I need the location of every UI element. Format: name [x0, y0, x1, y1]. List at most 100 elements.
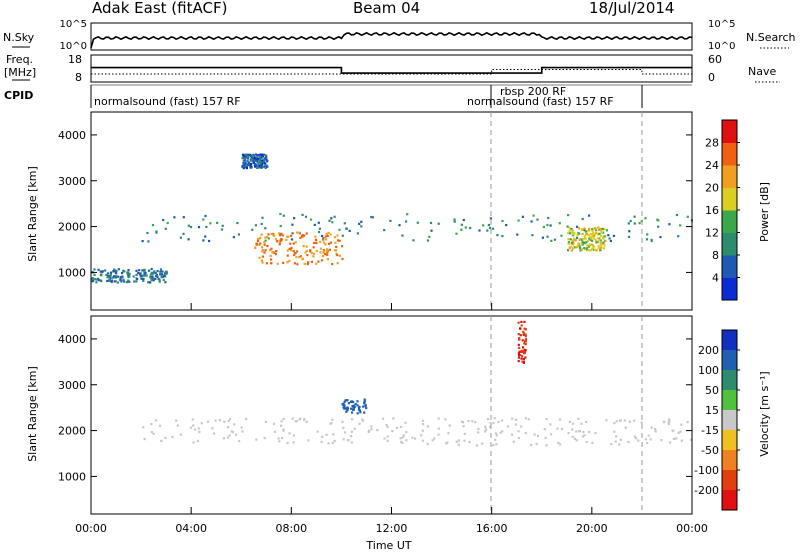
echo-cell — [256, 159, 259, 162]
echo-cell — [361, 419, 365, 422]
echo-cell — [255, 242, 258, 245]
echo-cell — [467, 419, 470, 423]
echo-cell — [263, 165, 266, 168]
echo-cell — [463, 432, 466, 435]
echo-cell — [106, 276, 109, 279]
echo-cell — [154, 419, 158, 422]
echo-cell — [364, 403, 367, 406]
echo-cell — [567, 214, 570, 217]
echo-cell — [382, 417, 385, 420]
echo-cell — [362, 405, 365, 408]
echo-cell — [351, 404, 354, 408]
echo-cell — [603, 239, 607, 242]
colorbar-swatch — [722, 390, 737, 411]
echo-cell — [524, 356, 527, 359]
echo-cell — [279, 224, 282, 228]
range-tick-label: 4000 — [58, 129, 86, 142]
cpid-mode-2: rbsp 200 RF — [500, 85, 566, 98]
echo-cell — [216, 221, 219, 224]
echo-cell — [597, 244, 600, 247]
echo-cell — [679, 224, 682, 227]
colorbar-tick-label: 50 — [705, 384, 719, 397]
echo-cell — [433, 437, 436, 440]
echo-cell — [141, 269, 144, 272]
echo-cell — [579, 249, 582, 252]
echo-cell — [477, 431, 480, 434]
echo-cell — [605, 229, 608, 232]
echo-cell — [523, 342, 526, 345]
echo-cell — [399, 437, 402, 440]
echo-cell — [571, 229, 574, 232]
echo-cell — [545, 444, 548, 447]
echo-cell — [160, 439, 163, 442]
echo-cell — [500, 419, 504, 422]
echo-cell — [109, 275, 112, 278]
echo-cell — [253, 163, 256, 166]
echo-cell — [306, 263, 309, 266]
echo-cell — [401, 234, 404, 237]
echo-cell — [128, 280, 131, 283]
echo-cell — [179, 433, 182, 436]
echo-cell — [462, 425, 465, 428]
echo-cell — [249, 163, 253, 166]
echo-cell — [317, 230, 321, 234]
echo-cell — [97, 279, 101, 282]
echo-cell — [598, 232, 601, 235]
echo-cell — [143, 268, 146, 271]
echo-cell — [221, 224, 224, 227]
echo-cell — [328, 219, 331, 222]
echo-cell — [274, 253, 277, 256]
colorbar-tick-label: 16 — [705, 204, 719, 217]
velocity-panel-frame — [90, 315, 693, 515]
echo-cell — [327, 231, 330, 234]
echo-cell — [231, 431, 235, 434]
echo-cell — [364, 405, 367, 408]
echo-cell — [227, 420, 230, 423]
echo-cell — [305, 232, 308, 235]
echo-cell — [226, 426, 230, 429]
echo-cell — [578, 232, 581, 235]
echo-cell — [346, 439, 349, 442]
echo-cell — [585, 440, 588, 444]
echo-cell — [321, 255, 324, 258]
echo-cell — [517, 356, 520, 359]
echo-cell — [304, 215, 308, 218]
echo-cell — [575, 430, 578, 433]
echo-cell — [521, 355, 524, 358]
echo-cell — [591, 234, 594, 237]
echo-cell — [414, 437, 417, 440]
echo-cell — [135, 273, 138, 276]
echo-cell — [350, 400, 353, 403]
echo-cell — [301, 258, 304, 261]
power-echo-marks — [91, 153, 693, 284]
echo-cell — [457, 439, 460, 442]
echo-cell — [341, 234, 344, 237]
freq-tick-top: 18 — [68, 53, 82, 66]
noise-left-tick-top: 10^5 — [60, 19, 87, 30]
echo-cell — [647, 434, 650, 437]
echo-cell — [261, 159, 264, 162]
nave-tick-bottom: 0 — [708, 71, 715, 84]
echo-cell — [633, 419, 636, 422]
echo-cell — [260, 222, 263, 225]
echo-cell — [279, 240, 282, 243]
echo-cell — [549, 423, 552, 426]
echo-cell — [601, 227, 604, 230]
echo-cell — [399, 425, 403, 429]
echo-cell — [187, 238, 190, 241]
echo-cell — [288, 259, 291, 262]
echo-cell — [521, 339, 524, 342]
echo-cell — [517, 321, 520, 324]
echo-cell — [501, 235, 504, 238]
echo-cell — [578, 430, 581, 433]
echo-cell — [275, 250, 278, 253]
echo-cell — [505, 224, 508, 227]
echo-cell — [536, 434, 540, 437]
echo-cell — [232, 236, 235, 239]
echo-cell — [305, 245, 308, 248]
echo-cell — [331, 263, 334, 266]
echo-cell — [582, 430, 585, 434]
echo-cell — [356, 404, 359, 407]
echo-cell — [152, 277, 155, 280]
echo-cell — [522, 333, 525, 336]
